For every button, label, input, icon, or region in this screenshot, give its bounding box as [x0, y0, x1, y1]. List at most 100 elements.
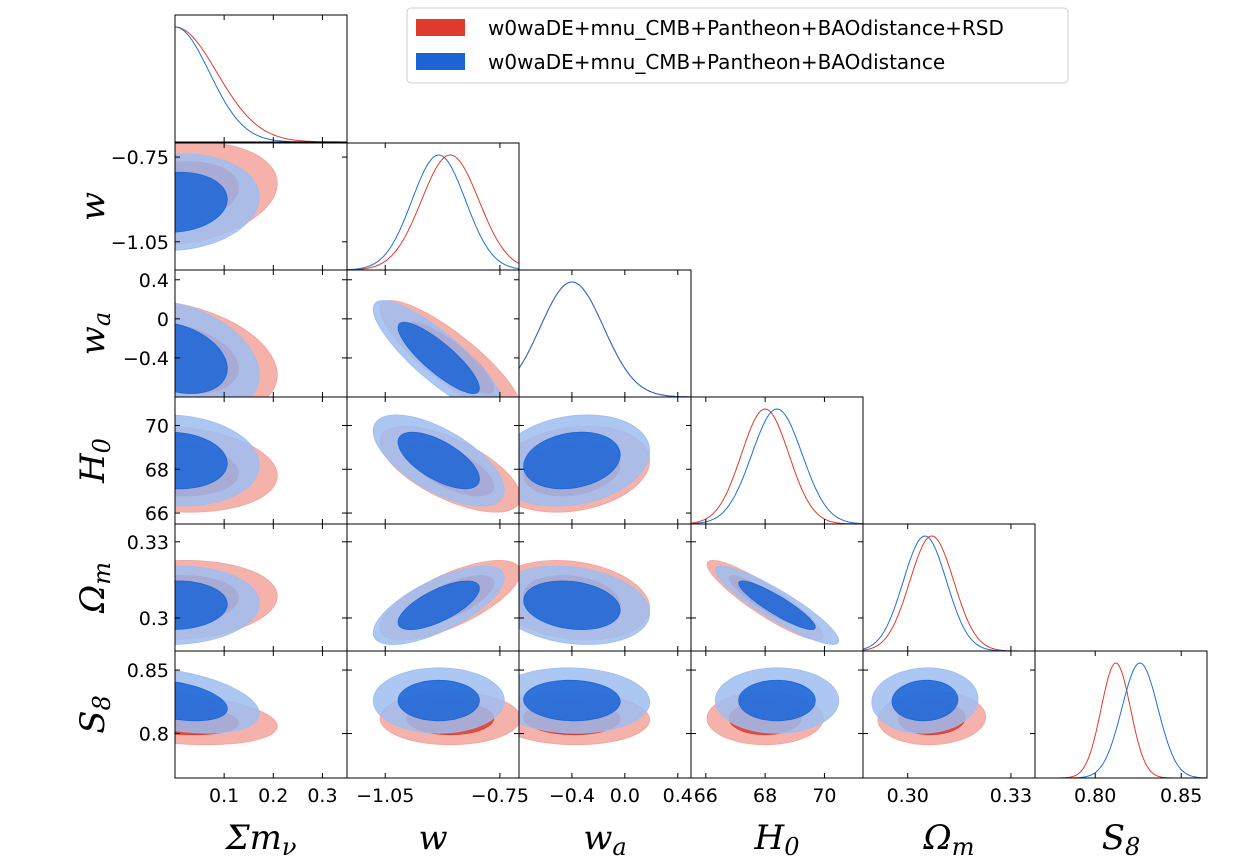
contour-68-1	[397, 580, 480, 631]
legend: w0waDE+mnu_CMB+Pantheon+BAOdistance+RSD …	[406, 7, 1069, 84]
legend-swatch-rsd	[416, 19, 465, 36]
panel-wa-mnu	[174, 269, 348, 398]
panel-H0-mnu	[174, 396, 348, 525]
panel-frame	[1034, 650, 1208, 779]
contour-68-1	[523, 580, 621, 631]
panel-S8-H0	[690, 650, 864, 779]
legend-frame	[406, 7, 1069, 84]
x-tick-label: −0.4	[549, 785, 595, 807]
x-tick-label: 0.3	[307, 785, 337, 807]
panel-Om-H0	[690, 523, 864, 652]
y-tick-label: 0.85	[127, 660, 169, 682]
x-axis-label-Om: Ωm	[923, 818, 975, 861]
x-axis-label-w: w	[418, 818, 447, 858]
marginal-curve-0	[691, 408, 863, 524]
y-tick-label: 0	[157, 309, 169, 331]
x-tick-label: 0.80	[1074, 785, 1116, 807]
marginal-curve-0	[1035, 662, 1207, 778]
contour-68-1	[175, 681, 228, 722]
y-tick-label: 0.8	[139, 724, 169, 746]
y-tick-label: −0.4	[123, 348, 169, 370]
panel-H0-wa	[518, 396, 692, 525]
y-tick-label: 0.33	[127, 532, 169, 554]
panel-S8-w	[346, 650, 520, 779]
y-tick-label: 66	[145, 503, 169, 525]
y-tick-label: 68	[145, 459, 169, 481]
panel-frame	[690, 396, 864, 525]
x-tick-label: −0.75	[471, 785, 529, 807]
contour-68-1	[397, 679, 480, 722]
panel-mnu-mnu	[174, 14, 348, 143]
marginal-curve-1	[1035, 662, 1207, 778]
x-tick-label: 68	[753, 785, 777, 807]
x-axis-label-S8: S8	[1102, 818, 1141, 861]
marginal-curve-1	[175, 26, 347, 142]
axis-labels-layer: −1.05 −0.75 0.4 0 −0.4 66 68 70 0.33 0.3 0.1 0.2 0.3…	[73, 147, 1202, 861]
x-tick-label: 0.2	[258, 785, 288, 807]
contour-68-1	[738, 580, 816, 631]
x-tick-label: 0.85	[1160, 785, 1202, 807]
contour-68-1	[523, 679, 621, 722]
x-tick-label: 0.33	[990, 785, 1032, 807]
panel-Om-mnu	[174, 523, 348, 652]
x-tick-label: 0.1	[209, 785, 239, 807]
y-tick-label: 0.3	[139, 608, 169, 630]
x-tick-label: −1.05	[356, 785, 414, 807]
panel-frame	[518, 269, 692, 398]
contour-68-1	[175, 580, 228, 630]
y-tick-label: 0.4	[139, 270, 169, 292]
legend-label-no-rsd: w0waDE+mnu_CMB+Pantheon+BAOdistance	[488, 50, 945, 74]
marginal-curve-1	[519, 281, 691, 397]
panel-S8-mnu	[174, 650, 348, 779]
x-tick-label: 66	[694, 785, 718, 807]
panel-frame	[346, 142, 520, 271]
y-axis-label-H0: H0	[73, 438, 116, 484]
panel-H0-w	[346, 396, 520, 525]
marginal-curve-0	[347, 154, 519, 270]
panel-frame	[174, 14, 348, 143]
panel-wa-wa	[518, 269, 692, 398]
marginal-curve-0	[519, 281, 691, 397]
contour-68-1	[175, 323, 228, 394]
x-tick-label: 70	[812, 785, 836, 807]
contour-68-1	[891, 679, 959, 722]
contour-68-1	[397, 321, 480, 395]
panel-frame	[690, 523, 864, 652]
x-tick-label: 0.30	[887, 785, 929, 807]
y-axis-label-w: w	[73, 192, 113, 221]
y-axis-label-Om: Ωm	[73, 562, 116, 614]
panels-layer	[174, 14, 1208, 779]
x-axis-label-wa: wa	[583, 818, 626, 861]
x-axis-label-H0: H0	[754, 818, 800, 861]
marginal-curve-0	[175, 26, 347, 142]
contour-68-1	[523, 431, 621, 490]
y-tick-label: −0.75	[111, 147, 169, 169]
panel-S8-Om	[862, 650, 1036, 779]
x-tick-label: 0.0	[610, 785, 640, 807]
contour-68-1	[738, 679, 816, 722]
x-axis-label-mnu: Σmν	[224, 818, 297, 861]
panel-Om-Om	[862, 523, 1036, 652]
contour-68-1	[397, 431, 480, 490]
panel-Om-wa	[518, 523, 692, 652]
y-tick-label: −1.05	[111, 232, 169, 254]
panel-w-mnu	[174, 142, 348, 271]
panel-w-w	[346, 142, 520, 271]
panel-Om-w	[346, 523, 520, 652]
panel-H0-H0	[690, 396, 864, 525]
contour-68-1	[175, 171, 228, 233]
panel-S8-wa	[518, 650, 692, 779]
marginal-curve-0	[863, 535, 1035, 651]
marginal-curve-1	[347, 154, 519, 270]
x-tick-label: 0.4	[663, 785, 693, 807]
panel-S8-S8	[1034, 650, 1208, 779]
y-axis-label-S8: S8	[73, 695, 116, 734]
contour-68-1	[175, 431, 228, 490]
legend-swatch-no-rsd	[416, 53, 465, 70]
y-tick-label: 70	[145, 415, 169, 437]
legend-label-rsd: w0waDE+mnu_CMB+Pantheon+BAOdistance+RSD	[488, 16, 1004, 40]
marginal-curve-1	[691, 408, 863, 524]
panel-wa-w	[346, 269, 520, 398]
y-axis-label-wa: wa	[73, 312, 116, 355]
